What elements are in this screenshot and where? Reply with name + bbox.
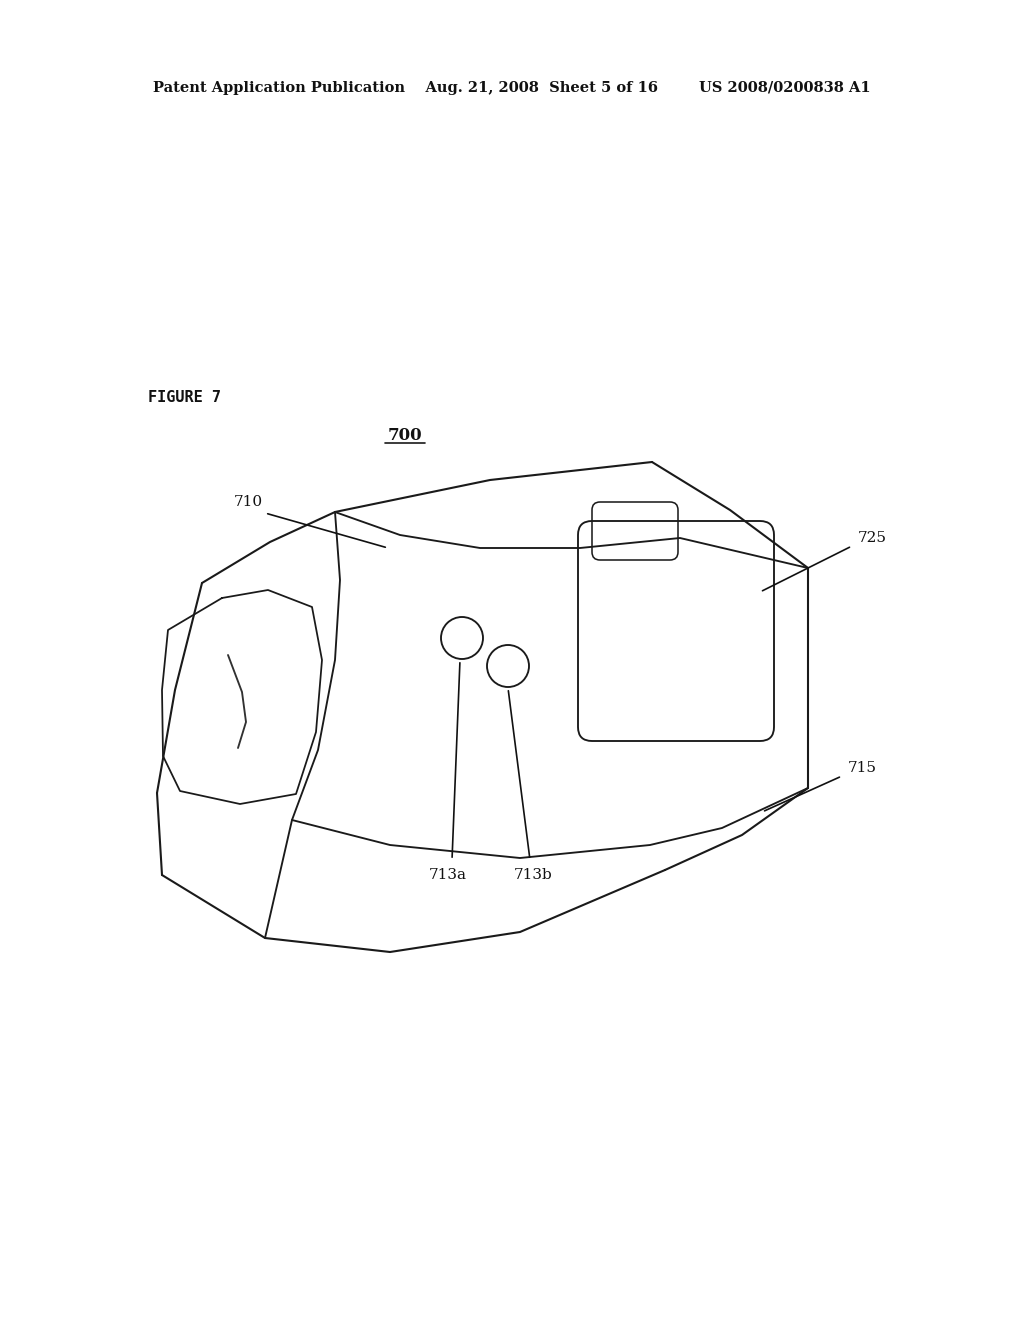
Text: FIGURE 7: FIGURE 7	[148, 391, 221, 405]
Text: 725: 725	[858, 531, 887, 545]
Text: 715: 715	[848, 762, 877, 775]
Text: Patent Application Publication    Aug. 21, 2008  Sheet 5 of 16        US 2008/02: Patent Application Publication Aug. 21, …	[154, 81, 870, 95]
Text: 713a: 713a	[429, 869, 467, 882]
Text: 710: 710	[233, 495, 262, 510]
Text: 713b: 713b	[514, 869, 552, 882]
Text: 700: 700	[388, 426, 422, 444]
